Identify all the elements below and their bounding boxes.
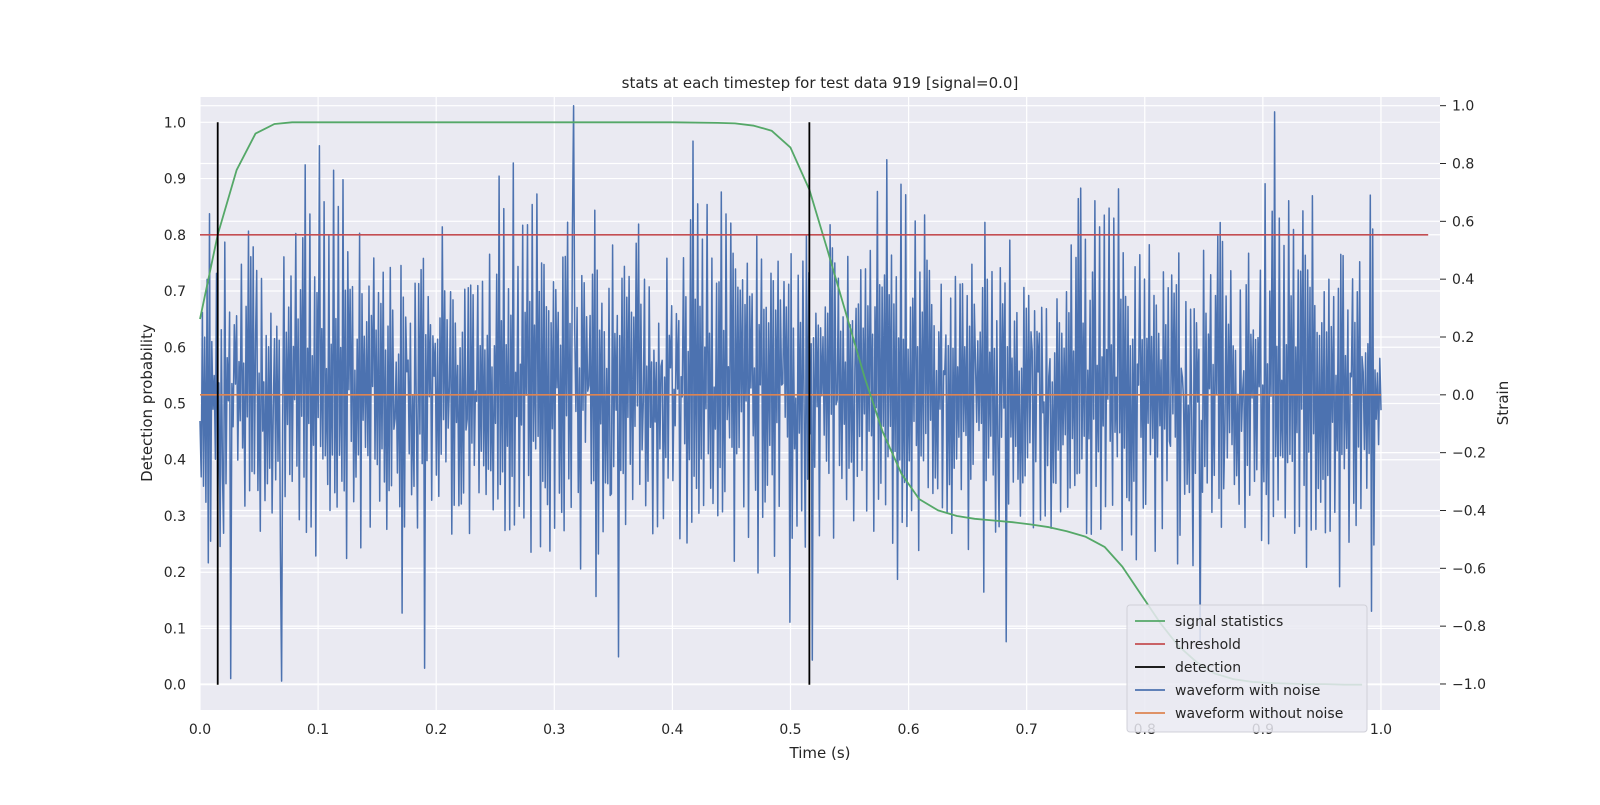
y-tick-label-right: −0.2: [1452, 446, 1486, 462]
y-tick-label-right: 0.2: [1452, 330, 1474, 346]
x-tick-label: 0.1: [307, 722, 329, 738]
y-tick-label-right: −0.8: [1452, 619, 1486, 635]
y-tick-label-left: 1.0: [164, 115, 186, 131]
x-tick-label: 1.0: [1370, 722, 1392, 738]
y-tick-label-right: 0.6: [1452, 214, 1474, 230]
x-tick-label: 0.5: [779, 722, 801, 738]
y-tick-label-right: −0.6: [1452, 561, 1486, 577]
y-tick-label-left: 0.9: [164, 172, 186, 188]
y-tick-label-right: −0.4: [1452, 503, 1486, 519]
legend-label: waveform without noise: [1175, 706, 1343, 722]
legend-box: [1126, 604, 1368, 733]
legend-label: threshold: [1175, 637, 1241, 653]
y-tick-label-right: −1.0: [1452, 677, 1486, 693]
y-tick-label-right: 0.0: [1452, 388, 1474, 404]
y-axis-label-right: Strain: [1494, 381, 1512, 425]
legend-label: detection: [1175, 660, 1241, 676]
x-tick-label: 0.4: [661, 722, 683, 738]
x-tick-label: 0.7: [1016, 722, 1038, 738]
y-tick-label-left: 0.2: [164, 565, 186, 581]
y-tick-label-left: 0.6: [164, 340, 186, 356]
waveform-with-noise-line: [199, 104, 1382, 682]
legend-label: waveform with noise: [1175, 683, 1320, 699]
y-axis-label-left: Detection probability: [138, 324, 156, 482]
axes-layer: 0.0 0.1 0.2 0.3 0.4 0.5 0.6 0.7 0.8 0.9 1.0 0.0 0.1 0…: [164, 99, 1486, 738]
chart-title: stats at each timestep for test data 919…: [622, 74, 1019, 92]
y-tick-label-left: 0.0: [164, 678, 186, 694]
x-tick-label: 0.0: [189, 722, 211, 738]
y-tick-label-left: 0.4: [164, 453, 186, 469]
y-tick-label-left: 0.7: [164, 284, 186, 300]
legend: signal statistics threshold detection wavef…: [1126, 604, 1368, 733]
x-tick-label: 0.6: [897, 722, 919, 738]
y-tick-label-left: 0.8: [164, 228, 186, 244]
y-tick-label-left: 0.5: [164, 397, 186, 413]
y-tick-label-right: 0.4: [1452, 272, 1474, 288]
legend-label: signal statistics: [1175, 614, 1283, 630]
x-axis-label: Time (s): [789, 744, 851, 762]
y-tick-label-right: 0.8: [1452, 157, 1474, 173]
y-tick-label-right: 1.0: [1452, 99, 1474, 115]
x-tick-label: 0.3: [543, 722, 565, 738]
y-tick-label-left: 0.1: [164, 621, 186, 637]
y-tick-label-left: 0.3: [164, 509, 186, 525]
x-tick-label: 0.2: [425, 722, 447, 738]
